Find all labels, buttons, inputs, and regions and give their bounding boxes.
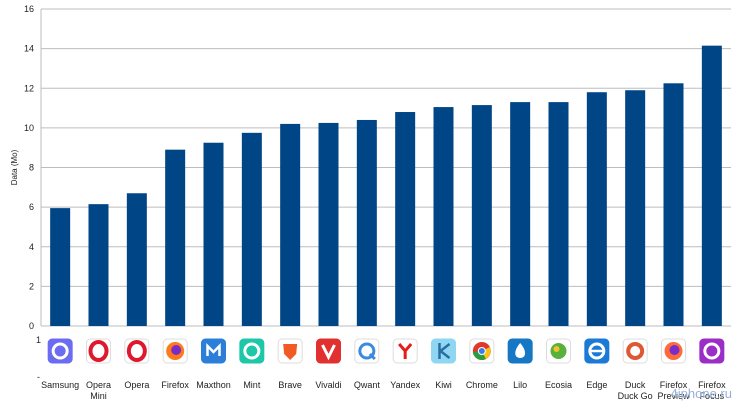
bar-12 [510,102,531,327]
x-tick-label: Mint [243,380,261,390]
bar-14 [586,92,607,327]
qwant-icon [354,338,380,364]
x-tick-label: Opera [124,380,149,390]
x-tick-label: Duck Duck Go [618,380,653,401]
watermark: 4iphone.ru [671,386,732,401]
x-tick-label: Chrome [466,380,498,390]
category-labels: Samsung Opera Mini Opera Firefox Maxthon Mint B… [41,380,726,401]
stray-mark: - [37,372,40,382]
mint-icon [239,338,265,364]
opera-mini-icon [86,338,111,364]
bar-7 [318,122,339,326]
y-tick-label: 4 [29,242,34,252]
bar-4 [203,142,224,326]
yandex-icon [392,338,418,364]
y-axis-ticks: 0 2 4 6 8 10 12 14 16 [24,4,34,331]
x-tick-label: Lilo [513,380,527,390]
kiwi-icon [431,338,456,364]
bar-15 [625,90,646,326]
bar-6 [280,123,301,326]
y-axis-label: Data (Mo) [10,149,19,185]
x-tick-label: Vivaldi [315,380,341,390]
bar-8 [356,119,377,326]
chrome-icon [469,338,495,364]
x-tick-label: Samsung [41,380,79,390]
bar-11 [471,105,492,326]
opera-icon [124,338,150,364]
bar-2 [126,193,147,326]
y-tick-label: 16 [24,4,34,14]
duckduckgo-icon [622,338,648,364]
y-tick-label: 12 [24,83,34,93]
y-tick-label: 2 [29,281,34,291]
x-tick-label: Firefox Focus [698,380,726,401]
bar-5 [241,132,262,326]
bar-16 [663,83,684,326]
edge-icon [584,338,610,364]
bar-1 [88,204,109,326]
y-tick-label: 14 [24,44,34,54]
x-tick-label: Firefox Preview [657,380,690,401]
x-tick-label: Firefox [161,380,189,390]
maxthon-icon [201,338,226,364]
x-tick-label: Edge [586,380,607,390]
x-tick-label: Opera Mini [86,380,111,401]
x-tick-label: Qwant [354,380,381,390]
brave-icon [277,338,303,364]
bar-10 [433,107,454,327]
bar-9 [395,112,416,327]
firefox-focus-icon [699,338,725,364]
firefox-preview-icon [661,338,686,364]
gridlines [40,8,731,327]
x-tick-label: Ecosia [545,380,572,390]
samsung-internet-icon [47,338,73,364]
lilo-icon [507,338,533,364]
bar-17 [701,45,722,326]
y-tick-label: 6 [29,202,34,212]
bar-0 [50,208,71,326]
vivaldi-icon [316,338,341,364]
stray-mark: 1 [36,335,41,345]
browser-icons [47,338,725,364]
x-tick-label: Maxthon [196,380,231,390]
y-tick-label: 0 [29,321,34,331]
x-tick-label: Yandex [390,380,420,390]
firefox-icon [162,338,188,364]
bar-3 [165,149,186,326]
bar-13 [548,102,569,327]
x-tick-label: Brave [278,380,302,390]
y-tick-label: 10 [24,123,34,133]
bars [50,45,722,327]
y-tick-label: 8 [29,163,34,173]
x-tick-label: Kiwi [435,380,452,390]
ecosia-icon [546,338,571,364]
